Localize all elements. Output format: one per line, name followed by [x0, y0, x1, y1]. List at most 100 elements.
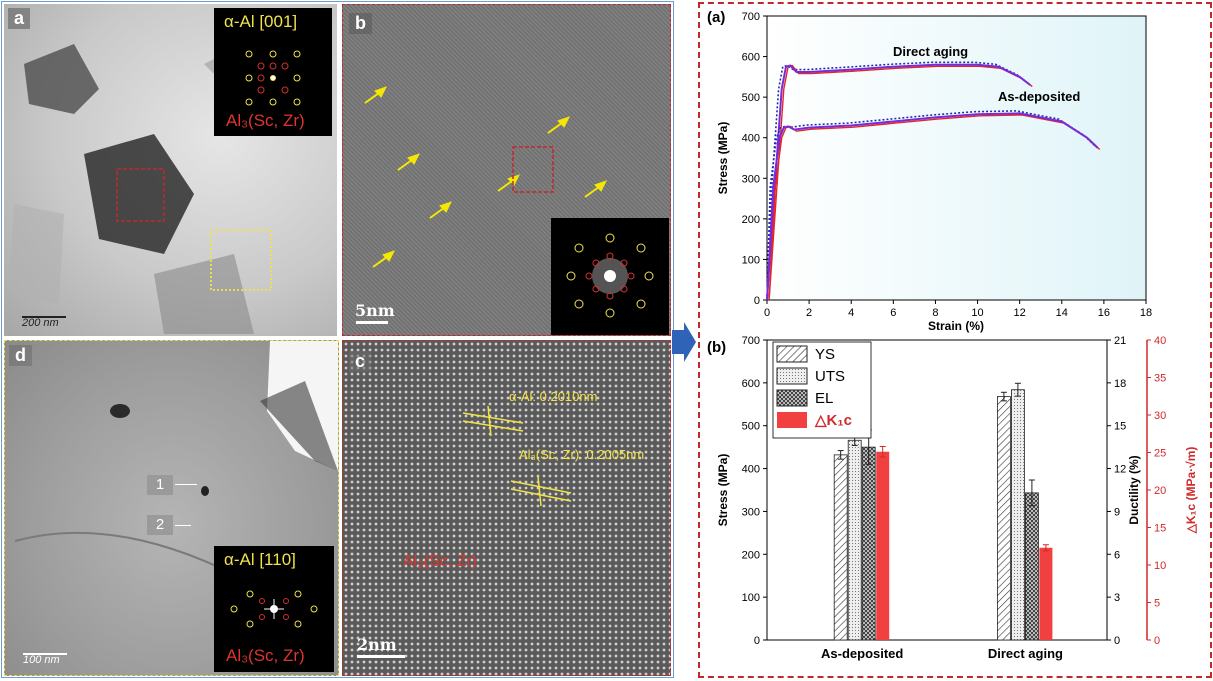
chart-a-ytick-label: 600	[742, 52, 760, 64]
panel-d-diffraction-inset: α-Al [110] Al₃(Sc, Zr)	[214, 546, 334, 672]
grain-mid-3	[9, 204, 64, 304]
panel-a-scalebar	[22, 316, 66, 318]
bar-kic-direct-aging	[1039, 547, 1053, 640]
legend-swatch-kic	[777, 412, 807, 428]
chart-a-curve-dotted-0	[766, 61, 1028, 301]
blue-arrow	[672, 322, 696, 362]
marker-2: 2	[147, 515, 173, 535]
chart-b-ytick-left-label: 700	[742, 336, 760, 347]
chart-a-series-direct-aging	[766, 63, 1031, 301]
chart-a-xtick-label: 10	[971, 307, 983, 319]
bar-ys-as-deposited	[833, 454, 848, 641]
chart-b-ytick-left-label: 400	[742, 464, 760, 476]
legend-label-ys: YS	[815, 346, 835, 363]
chart-b-ytick-left-label: 500	[742, 421, 760, 433]
panel-c-scale-text: 2nm	[357, 635, 397, 654]
bar-ys-direct-aging	[996, 396, 1011, 641]
chart-a-ytick-label: 0	[754, 295, 760, 307]
panel-a-diffraction-inset: α-Al [001] Al₃(Sc, Zr)	[214, 8, 332, 136]
chart-b-ylabel-left: Stress (MPa)	[716, 454, 730, 527]
bar-el-as-deposited	[861, 446, 876, 641]
legend-label-el: EL	[815, 390, 833, 407]
chart-a-curve-dotted-1	[766, 110, 1095, 301]
chart-b-ytick-mid-label: 21	[1114, 336, 1126, 347]
chart-a-curve-red-1	[768, 114, 1101, 301]
yellow-dotted-box-a	[210, 229, 272, 291]
chart-b-ytick-right-label: 20	[1154, 485, 1166, 497]
panel-d-inset-title: α-Al [110]	[224, 550, 296, 569]
legend-label-uts: UTS	[815, 368, 845, 385]
chart-b-ytick-left-label: 300	[742, 506, 760, 518]
chart-a-panel-label: (a)	[707, 9, 725, 26]
panel-c-hrtem: c α-Al: 0.2010nm Al₃(Sc, Zr): 0.2005nm A…	[342, 340, 671, 676]
chart-b-ytick-right-label: 10	[1154, 560, 1166, 572]
chart-a-ytick-label: 500	[742, 92, 760, 104]
lattice-marker-1	[462, 405, 524, 437]
legend-swatch-ys	[776, 345, 808, 363]
chart-b-category-label: As-deposited	[821, 646, 903, 661]
panel-c-annot-alpha: α-Al: 0.2010nm	[509, 389, 598, 404]
chart-b-ylabel-right: △K₁c (MPa·√m)	[1184, 447, 1198, 535]
chart-a-series-as-deposited	[766, 112, 1099, 301]
panel-c-annot-al3-red: Al₃(Sc, Zr)	[403, 553, 478, 570]
chart-b-ylabel-mid: Ductility (%)	[1127, 455, 1141, 524]
chart-b-ytick-right-label: 0	[1154, 635, 1160, 647]
panel-a-label: a	[8, 8, 31, 29]
chart-a-plot-bg	[766, 15, 1147, 301]
chart-b-ytick-right-label: 40	[1154, 336, 1166, 347]
chart-b-ytick-left-label: 0	[754, 635, 760, 647]
bar-kic-as-deposited	[876, 451, 890, 640]
marker-1-arrow	[175, 484, 197, 485]
chart-a-ylabel: Stress (MPa)	[716, 122, 730, 195]
chart-b-ytick-right-label: 35	[1154, 373, 1166, 385]
chart-a-curve-red-0	[768, 64, 1033, 301]
panel-a-scale-text: 200 nm	[22, 317, 59, 329]
chart-b-ytick-mid-label: 12	[1114, 464, 1126, 476]
chart-b-ytick-right-label: 25	[1154, 448, 1166, 460]
chart-b-ytick-mid-label: 18	[1114, 378, 1126, 390]
chart-b-category-label: Direct aging	[988, 646, 1063, 661]
panel-a-inset-title: α-Al [001]	[224, 12, 298, 31]
panel-b-scale-text: 5nm	[355, 301, 395, 320]
lattice-marker-2	[510, 475, 572, 507]
chart-b-panel-label: (b)	[707, 339, 726, 356]
panel-d-scalebar	[23, 653, 67, 655]
panel-c-scalebar	[357, 655, 405, 658]
panel-d-scale-text: 100 nm	[23, 654, 60, 666]
chart-a-xtick-label: 0	[764, 307, 770, 319]
grain-dark-1	[24, 44, 99, 114]
chart-a-ytick-label: 300	[742, 173, 760, 185]
charts-frame	[698, 2, 1212, 678]
chart-b-ytick-left-label: 100	[742, 592, 760, 604]
chart-a-xtick-label: 2	[806, 307, 812, 319]
chart-b-ytick-left-label: 200	[742, 549, 760, 561]
panel-b-label: b	[349, 13, 372, 34]
chart-a-xtick-label: 18	[1140, 307, 1152, 319]
panel-c-annot-al3: Al₃(Sc, Zr): 0.2005nm	[519, 447, 645, 462]
bar-uts-direct-aging	[1010, 389, 1025, 641]
red-dashed-box-a	[116, 168, 165, 222]
panel-d-label: d	[9, 345, 32, 366]
panel-b-scalebar	[356, 321, 388, 324]
chart-a-xtick-label: 8	[932, 307, 938, 319]
chart-a-xtick-label: 16	[1098, 307, 1110, 319]
legend-swatch-el	[776, 389, 808, 407]
panel-d-inset-caption: Al₃(Sc, Zr)	[226, 646, 305, 665]
chart-a-ytick-label: 700	[742, 11, 760, 23]
chart-a-annot-as-deposited: As-deposited	[998, 89, 1080, 104]
chart-a-xtick-label: 12	[1014, 307, 1026, 319]
chart-b-ytick-left-label: 600	[742, 378, 760, 390]
chart-a-xtick-label: 6	[890, 307, 896, 319]
chart-b-ytick-mid-label: 0	[1114, 635, 1120, 647]
legend-swatch-uts	[776, 367, 808, 385]
chart-a-ytick-label: 200	[742, 214, 760, 226]
panel-b-fft-inset	[551, 218, 669, 335]
bar-uts-as-deposited	[847, 439, 862, 641]
grain-mid-2	[154, 254, 254, 334]
particle-d-1	[110, 404, 130, 418]
chart-b-ytick-mid-label: 9	[1114, 506, 1120, 518]
chart-b-ytick-mid-label: 6	[1114, 549, 1120, 561]
chart-a-stress-strain: (a) 0 100 200 300 400 500 600 700 0 2 4 6 8 10 12 14 16…	[707, 9, 1152, 333]
dark-edge-d	[260, 381, 338, 471]
